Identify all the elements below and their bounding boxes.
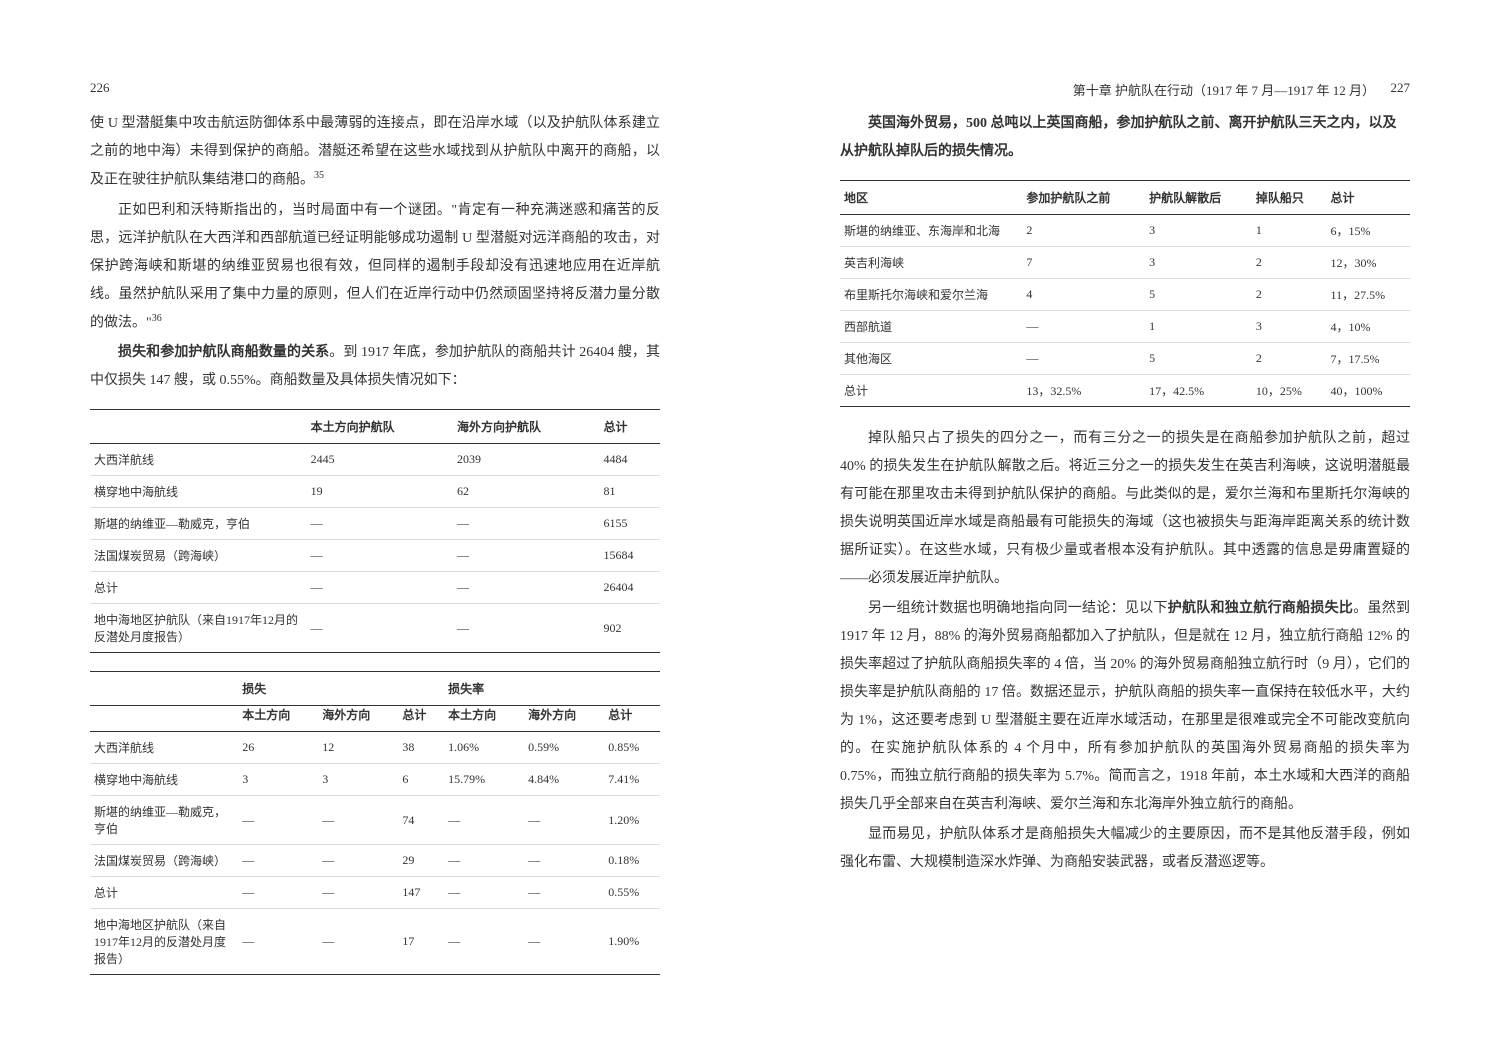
t2-g2: 损失率 (444, 672, 660, 706)
table-row: 地中海地区护航队（来自1917年12月的反潜处月度报告）——902 (90, 604, 660, 653)
para-2: 正如巴利和沃特斯指出的，当时局面中有一个谜团。"肯定有一种充满迷惑和痛苦的反思，… (90, 197, 660, 338)
table-row: 横穿地中海航线196281 (90, 476, 660, 508)
t1-h1: 本土方向护航队 (307, 410, 453, 444)
right-page: 第十章 护航队在行动（1917 年 7 月—1917 年 12 月） 227 英… (750, 60, 1500, 983)
table-row: 布里斯托尔海峡和爱尔兰海45211，27.5% (840, 279, 1410, 311)
right-body: 掉队船只占了损失的四分之一，而有三分之一的损失是在商船参加护航队之前，超过 40… (840, 425, 1410, 877)
chapter-heading: 第十章 护航队在行动（1917 年 7 月—1917 年 12 月） (1073, 80, 1375, 99)
t1-h0 (90, 410, 307, 444)
table-row: 总计13，32.5%17，42.5%10，25%40，100% (840, 375, 1410, 407)
table-row: 斯堪的纳维亚—勒威克，亨伯——74——1.20% (90, 796, 660, 845)
r-para-1: 掉队船只占了损失的四分之一，而有三分之一的损失是在商船参加护航队之前，超过 40… (840, 425, 1410, 593)
table-row: 其他海区—527，17.5% (840, 343, 1410, 375)
table3-caption: 英国海外贸易，500 总吨以上英国商船，参加护航队之前、离开护航队三天之内，以及… (840, 110, 1410, 166)
table-row: 横穿地中海航线33615.79%4.84%7.41% (90, 764, 660, 796)
table-row: 法国煤炭贸易（跨海峡）——29——0.18% (90, 845, 660, 877)
para-1: 使 U 型潜艇集中攻击航运防御体系中最薄弱的连接点，即在沿岸水域（以及护航队体系… (90, 110, 660, 195)
table-row: 总计——26404 (90, 572, 660, 604)
table-regions: 地区 参加护航队之前 护航队解散后 掉队船只 总计 斯堪的纳维亚、东海岸和北海2… (840, 180, 1410, 407)
table-row: 大西洋航线244520394484 (90, 444, 660, 476)
t1-h3: 总计 (600, 410, 661, 444)
table-row: 西部航道—134，10% (840, 311, 1410, 343)
r-para-2: 另一组统计数据也明确地指向同一结论：见以下护航队和独立航行商船损失比。虽然到 1… (840, 595, 1410, 819)
table-row: 斯堪的纳维亚—勒威克，亨伯——6155 (90, 508, 660, 540)
t1-h2: 海外方向护航队 (453, 410, 599, 444)
para-3: 损失和参加护航队商船数量的关系。到 1917 年底，参加护航队的商船共计 264… (90, 339, 660, 395)
r-para-3: 显而易见，护航队体系才是商船损失大幅减少的主要原因，而不是其他反潜手段，例如强化… (840, 821, 1410, 877)
left-page: 226 使 U 型潜艇集中攻击航运防御体系中最薄弱的连接点，即在沿岸水域（以及护… (0, 60, 750, 983)
table-row: 大西洋航线2612381.06%0.59%0.85% (90, 732, 660, 764)
table-losses: 损失 损失率 本土方向 海外方向 总计 本土方向 海外方向 总计 大西洋航线26… (90, 671, 660, 975)
table-ships-count: 本土方向护航队 海外方向护航队 总计 大西洋航线244520394484横穿地中… (90, 409, 660, 653)
table-row: 斯堪的纳维亚、东海岸和北海2316，15% (840, 215, 1410, 247)
table-row: 法国煤炭贸易（跨海峡）——15684 (90, 540, 660, 572)
left-body: 使 U 型潜艇集中攻击航运防御体系中最薄弱的连接点，即在沿岸水域（以及护航队体系… (90, 110, 660, 395)
table-row: 地中海地区护航队（来自1917年12月的反潜处月度报告）——17——1.90% (90, 909, 660, 975)
table-row: 总计——147——0.55% (90, 877, 660, 909)
table-row: 英吉利海峡73212，30% (840, 247, 1410, 279)
page-number-left: 226 (90, 80, 110, 96)
t2-g1: 损失 (238, 672, 444, 706)
page-number-right: 227 (1391, 80, 1411, 96)
